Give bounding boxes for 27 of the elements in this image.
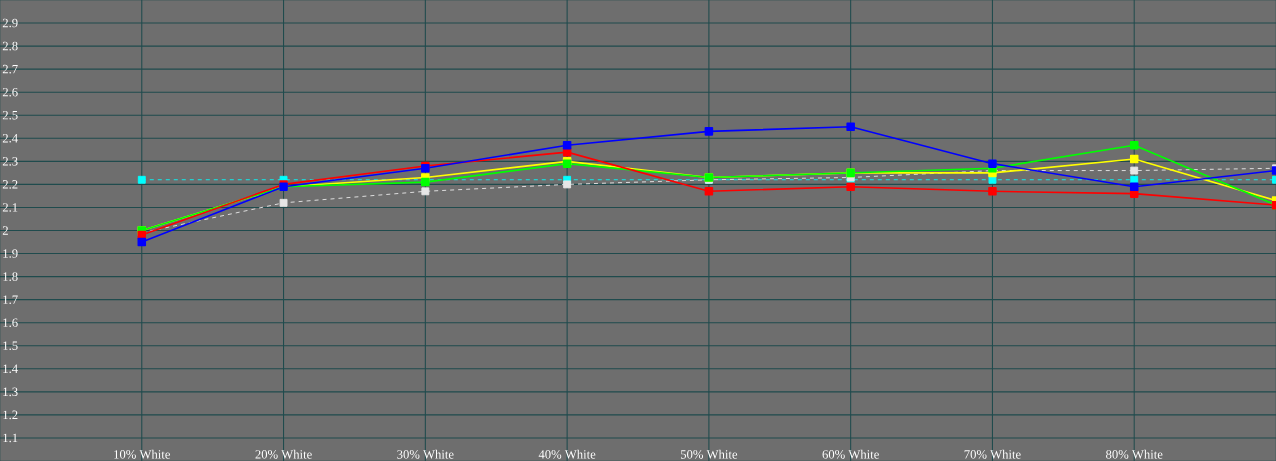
y-tick-label: 2.5 [2,110,18,120]
x-tick-label: 20% White [255,449,312,459]
y-tick-label: 1.1 [3,433,18,443]
y-tick-label: 2.3 [2,157,18,166]
y-tick-label: 2.2 [2,180,18,189]
y-tick-label: 1.9 [3,249,18,258]
x-tick-label: 70% White [964,449,1021,459]
y-tick-label: 2.9 [2,18,18,28]
y-tick-label: 1.7 [3,295,18,304]
x-tick-label: 80% White [1106,449,1163,459]
y-tick-label: 1.4 [3,364,18,374]
y-tick-label: 2.6 [2,87,18,97]
x-tick-label: 60% White [822,449,879,459]
y-tick-label: 2.7 [2,64,18,74]
y-tick-label: 2.8 [2,41,18,51]
y-tick-label: 2 [2,226,8,235]
x-tick-label: 30% White [397,449,454,459]
y-tick-label: 1.2 [3,410,18,420]
y-tick-label: 1.8 [3,272,18,281]
y-tick-label: 1.5 [3,341,18,351]
y-tick-label: 2.1 [2,203,18,212]
x-tick-label: 10% White [114,449,171,459]
y-tick-label: 1.6 [3,318,18,327]
x-tick-label: 40% White [538,449,596,459]
y-tick-label: 1.3 [3,387,18,397]
y-tick-label: 2.4 [2,134,18,143]
x-tick-label: 50% White [680,449,738,459]
